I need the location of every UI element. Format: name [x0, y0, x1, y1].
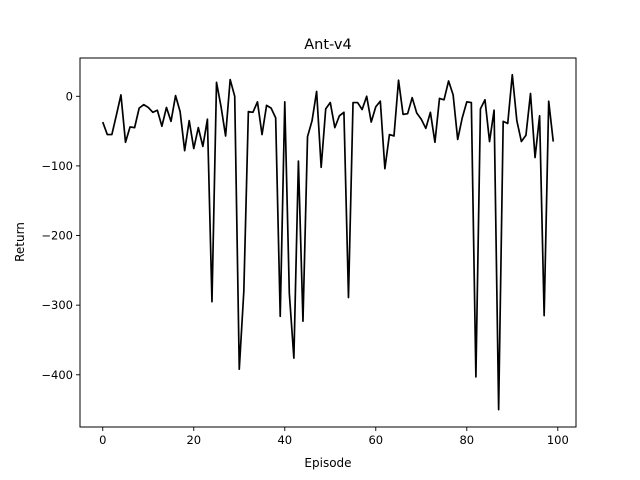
- y-tick-label: 0: [66, 89, 73, 103]
- y-tick-label: −100: [41, 159, 73, 173]
- x-axis-label: Episode: [304, 456, 351, 470]
- y-tick-label: −200: [41, 229, 73, 243]
- x-tick-label: 20: [186, 433, 201, 447]
- plot-area: 0 20 40 60 80 100 0 −100 −200 −300 −400: [41, 57, 577, 447]
- x-tick-label: 100: [547, 433, 569, 447]
- series-layer: [101, 73, 555, 411]
- x-tick-label: 60: [368, 433, 383, 447]
- x-tick-label: 0: [99, 433, 106, 447]
- y-axis-label: Return: [13, 222, 27, 262]
- series-line-0: [101, 73, 555, 411]
- x-tick-label: 40: [277, 433, 292, 447]
- y-tick-label: −400: [41, 368, 73, 382]
- y-tick-label: −300: [41, 298, 73, 312]
- x-tick-label: 80: [459, 433, 474, 447]
- x-axis: 0 20 40 60 80 100: [99, 427, 569, 447]
- y-axis: 0 −100 −200 −300 −400: [41, 89, 80, 382]
- chart-title: Ant-v4: [304, 37, 351, 53]
